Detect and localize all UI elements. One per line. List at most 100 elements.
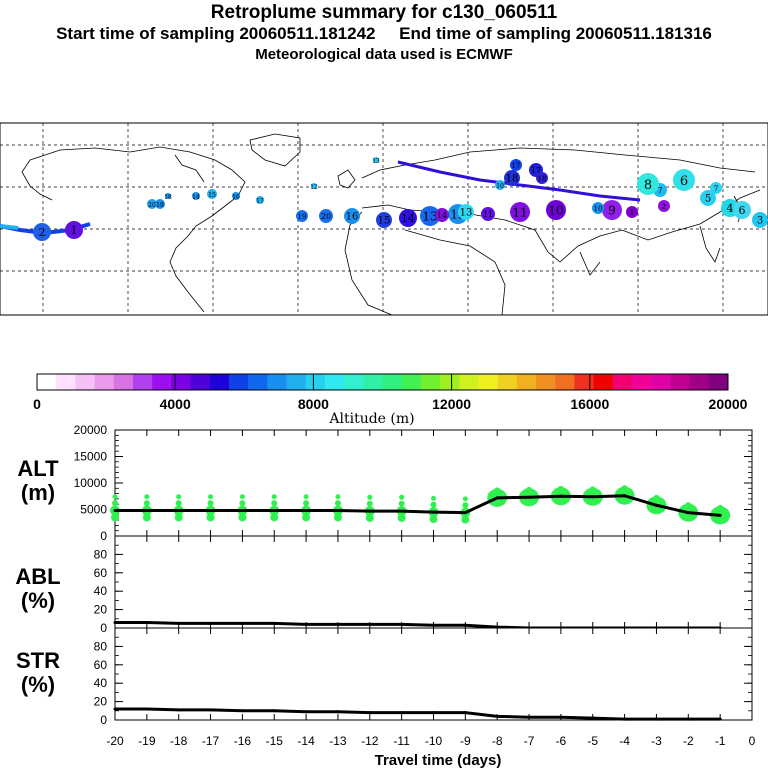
altitude-cluster-blob [430,501,437,508]
series-point [113,620,117,624]
colorbar-cell [248,374,268,390]
series-point [527,715,531,719]
plume-cluster-label: 16 [232,194,240,201]
altitude-cluster-blob [717,504,724,511]
plume-cluster-label: 17 [256,198,264,205]
series-point [400,509,404,513]
altitude-cluster-blob [206,513,215,522]
y-tick-label: 80 [94,547,108,561]
series-point [400,622,404,626]
y-tick-label: 20 [94,603,108,617]
plume-cluster-label: 10 [548,204,563,218]
altitude-cluster-blob [238,513,247,522]
x-tick-label: 0 [749,734,756,748]
altitude-cluster-blob [526,486,533,493]
series-point [368,711,372,715]
colorbar-cell [190,374,211,390]
series-point [463,623,467,627]
plume-cluster-label: 18 [506,174,519,185]
alt-label: ALT [17,456,59,481]
y-tick-label: 0 [100,713,107,727]
plume-cluster-marker [673,169,695,191]
plume-cluster-marker [192,192,200,200]
plume-cluster-marker [495,180,505,190]
plume-cluster-marker [626,206,638,218]
plume-cluster-label: 17 [512,162,521,170]
panel-frame [114,627,753,721]
series-point [527,495,531,499]
plume-cluster-marker [658,200,670,212]
x-tick-label: -9 [460,734,471,748]
plume-cluster-label: 19 [298,213,307,221]
y-tick-label: 20000 [74,423,108,437]
plume-cluster-label: 5 [705,194,711,205]
plume-cluster-marker [319,209,333,223]
colorbar-cell [286,374,307,390]
series-point [718,513,722,517]
colorbar-tick-label: 20000 [709,396,748,412]
plume-cluster-label: 13 [460,208,473,219]
plume-cluster-marker [344,208,360,224]
plume-cluster-marker [256,196,264,204]
plume-cluster-marker [65,221,83,239]
colorbar-cell [689,374,710,390]
altitude-cluster-blob [175,500,182,507]
plume-cluster-label: 4 [727,202,734,215]
plume-cluster-marker [165,193,171,199]
colorbar-cell [651,374,671,390]
altitude-cluster-blob [112,494,118,500]
series-point [336,710,340,714]
plume-cluster-marker [232,192,240,200]
series-point [463,711,467,715]
colorbar-cell [132,374,153,390]
plume-cluster-marker [311,183,317,189]
abl-panel: 0 20 40 60 80 [94,535,753,635]
plume-cluster-label: 10 [594,205,603,213]
altitude-cluster-blob [270,513,279,522]
series-point [113,509,117,513]
altitude-cluster-blob [494,487,501,494]
colorbar-cell [363,374,383,390]
altitude-cluster-blob [303,494,309,500]
plume-cluster-label: 1 [630,209,634,217]
plume-cluster-label: 9 [608,204,616,218]
colorbar-cell [516,374,537,390]
altitude-cluster-blob [207,500,214,507]
colorbar-cells [37,374,729,390]
x-tick-label: -15 [266,734,284,748]
series-point [336,509,340,513]
x-tick-label: -13 [329,734,347,748]
x-tick-label: -17 [202,734,220,748]
colorbar-cell [382,374,403,390]
series-point [591,716,595,720]
plume-cluster-marker [481,207,495,221]
plume-cluster-marker [373,157,379,163]
met-data-note: Meteorological data used is ECMWF [255,46,513,63]
x-tick-label: -11 [393,734,410,748]
altitude-cluster-blob [621,485,628,492]
plume-cluster-marker [510,202,530,222]
plume-cluster-marker [700,190,716,206]
series-point [623,717,627,721]
colorbar-cell [56,374,76,390]
colorbar-cell [171,374,192,390]
colorbar-cell [305,374,326,390]
colorbar-cell [94,374,115,390]
series-point [304,622,308,626]
colorbar-cell [420,374,441,390]
plume-cluster-marker [207,189,217,199]
plume-cluster-marker [733,201,751,219]
x-tick-label: -2 [683,734,694,748]
altitude-cluster-blob [176,494,182,500]
series-line [115,494,721,517]
series-point [368,509,372,513]
y-tick-label: 0 [100,529,107,543]
plume-cluster-label: 10 [496,183,504,190]
series-point [591,495,595,499]
plume-cluster-marker [420,206,440,226]
altitude-cluster-blob [397,513,406,522]
series-point [463,511,467,515]
colorbar-cell [209,374,230,390]
colorbar-label: Altitude (m) [328,411,414,427]
